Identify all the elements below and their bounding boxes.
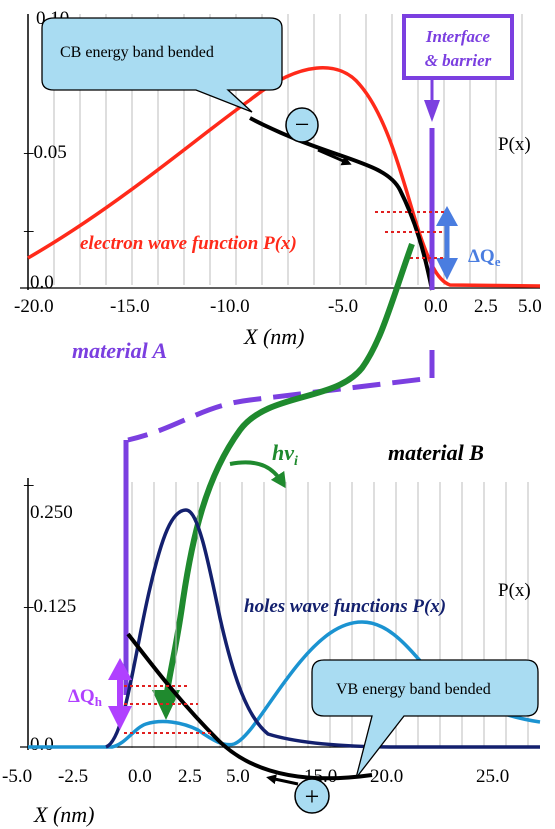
electron-symbol: −: [285, 107, 319, 143]
bottom-y-tick-2: 0.0: [30, 734, 54, 755]
bottom-x-label: X (nm): [33, 802, 94, 827]
interface-label-line2: & barrier: [425, 51, 492, 70]
top-x-tick-1: -15.0: [110, 296, 150, 317]
top-y-tick-2: 0.0: [30, 272, 54, 293]
delta-qe-label: ΔQe: [468, 246, 501, 269]
delta-qe-subscript: e: [495, 254, 501, 269]
top-x-tick-4: 0.0: [424, 296, 448, 317]
bottom-x-tick-3: 2.5: [178, 766, 202, 787]
cb-band-curve: [249, 116, 434, 291]
hole-sign: +: [305, 782, 320, 811]
vb-band-curve: [126, 632, 373, 781]
top-x-tick-5: 2.5: [474, 296, 498, 317]
cb-callout-text: CB energy band bended: [60, 44, 214, 61]
vb-callout-text: VB energy band bended: [336, 681, 491, 698]
delta-qh-arrow: [108, 658, 212, 734]
bottom-plot: – 0.250 –0.125 0.0 -5.0 -2.5 0.0 2.5 5.0…: [2, 474, 541, 827]
top-x-label: X (nm): [243, 324, 304, 349]
delta-qh-subscript: h: [95, 694, 103, 709]
electron-sign: −: [295, 110, 310, 139]
top-x-tick-2: -10.0: [210, 296, 250, 317]
bottom-y-tick-0: 0.250: [30, 502, 73, 523]
top-y-tick-1: –0.05: [23, 142, 67, 163]
top-x-tick-3: -5.0: [328, 296, 358, 317]
holes-curve-label: holes wave functions P(x): [244, 596, 446, 617]
top-p-label: P(x): [498, 134, 531, 155]
bottom-x-tick-6: 20.0: [370, 766, 403, 787]
bottom-y-tick-1: –0.125: [23, 596, 76, 617]
photon-emission-arrow: [229, 460, 287, 489]
vb-callout: VB energy band bended: [311, 659, 539, 779]
hole-wave-dark-curve: [105, 508, 540, 749]
delta-qh-label: ΔQh: [68, 686, 103, 709]
bottom-x-tick-7: 25.0: [476, 766, 509, 787]
interface-box: Interface & barrier: [402, 14, 514, 122]
electron-curve-label: electron wave function P(x): [80, 233, 297, 254]
top-y-minor-tick: –: [23, 220, 34, 241]
bottom-x-tick-4: 5.0: [226, 766, 250, 787]
photon-label: hνi: [272, 440, 298, 469]
hole-symbol: +: [294, 778, 330, 814]
vb-band-arrow: [266, 774, 299, 786]
interface-label-line1: Interface: [425, 27, 491, 46]
material-a-label: material A: [72, 338, 167, 363]
barrier-dashed-line: [127, 350, 435, 443]
bottom-x-tick-2: 0.0: [128, 766, 152, 787]
top-x-tick-0: -20.0: [14, 296, 54, 317]
cb-callout: CB energy band bended: [41, 17, 283, 113]
bottom-p-label: P(x): [498, 580, 531, 601]
delta-qe-arrow: [375, 206, 458, 280]
top-plot: 0.10 –0.05 – 0.0 -20.0 -15.0 -10.0 -5.0 …: [14, 8, 542, 349]
photon-transition-curve: [163, 242, 415, 701]
bottom-y-minor-tick: –: [23, 474, 34, 495]
photon-subscript: i: [294, 454, 298, 469]
material-b-label: material B: [388, 440, 484, 465]
bottom-x-tick-1: -2.5: [58, 766, 88, 787]
cb-band-arrow: [317, 148, 352, 166]
bottom-x-tick-0: -5.0: [2, 766, 32, 787]
top-x-tick-6: 5.0: [518, 296, 542, 317]
